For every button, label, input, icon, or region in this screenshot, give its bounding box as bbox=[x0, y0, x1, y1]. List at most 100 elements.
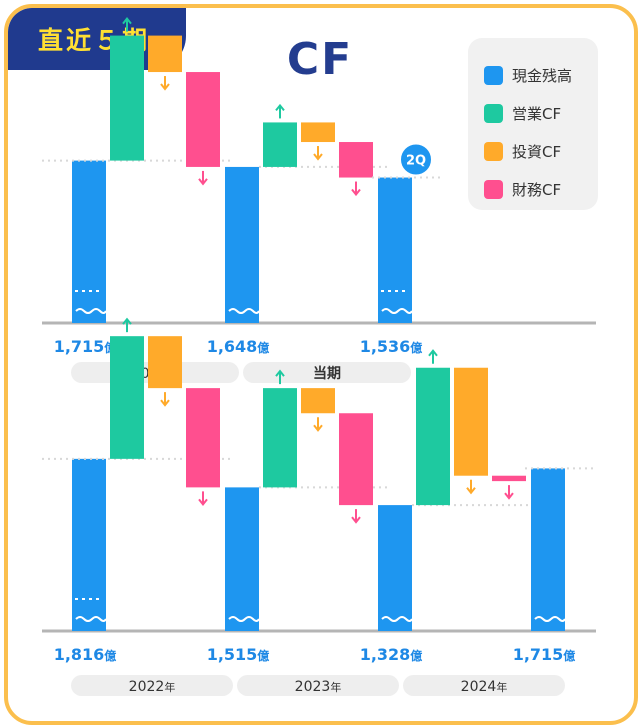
period-suffix: 年 bbox=[496, 680, 507, 694]
legend-swatch-financing bbox=[484, 179, 503, 199]
arrow-head bbox=[504, 492, 514, 500]
cash-balance-label-1-2: 1,328億 bbox=[360, 645, 423, 664]
wave-mark bbox=[381, 308, 413, 314]
period-suffix: 年 bbox=[164, 680, 175, 694]
value-number: 1,536 bbox=[360, 337, 411, 356]
pill-bg bbox=[237, 675, 399, 696]
arrow-head bbox=[351, 516, 361, 524]
legend: 現金残高 営業CF 投資CF 財務CF bbox=[468, 38, 598, 210]
operating-cf-bar-1-1 bbox=[263, 388, 297, 488]
financing-cf-bar-0-1 bbox=[339, 142, 373, 178]
financing-cf-bar-1-2 bbox=[492, 475, 526, 482]
period-2q-badge: 2Q bbox=[399, 142, 433, 177]
operating-arrow bbox=[275, 103, 285, 119]
period-year: 2023 bbox=[295, 679, 331, 695]
value-unit: 億 bbox=[410, 648, 422, 663]
operating-cf-bar-0-1 bbox=[263, 122, 297, 167]
period-label: 2024年 bbox=[461, 679, 508, 695]
legend-label-financing: 財務CF bbox=[512, 180, 562, 199]
cash-bar-rect bbox=[225, 487, 259, 631]
operating-arrow bbox=[428, 349, 438, 364]
financing-arrow bbox=[198, 491, 208, 506]
value-number: 1,328 bbox=[360, 645, 411, 664]
arrow-head bbox=[160, 399, 170, 407]
wave-mark bbox=[534, 616, 566, 622]
value-number: 1,816 bbox=[54, 645, 105, 664]
investing-cf-bar-0-0 bbox=[148, 35, 182, 73]
legend-label-operating: 営業CF bbox=[512, 104, 562, 123]
period-year: 当期 bbox=[313, 365, 341, 382]
investing-arrow bbox=[160, 76, 170, 91]
legend-swatch-cash bbox=[484, 65, 503, 85]
financing-arrow bbox=[351, 509, 361, 524]
arrow-head bbox=[466, 487, 476, 495]
period-pill-1-2: 2024年 bbox=[403, 675, 565, 696]
legend-swatch-operating bbox=[484, 103, 503, 123]
financing-arrow bbox=[504, 485, 514, 500]
investing-arrow bbox=[160, 392, 170, 407]
investing-arrow bbox=[313, 417, 323, 432]
investing-cf-bar-1-2 bbox=[454, 367, 488, 476]
legend-item-financing: 財務CF bbox=[484, 170, 598, 208]
cash-bar-rect bbox=[378, 177, 412, 323]
chart-title: CF bbox=[286, 34, 354, 85]
legend-item-cash: 現金残高 bbox=[484, 56, 598, 94]
arrow-head bbox=[198, 498, 208, 506]
arrow-head bbox=[160, 83, 170, 91]
arrow-head bbox=[122, 16, 132, 25]
cash-balance-bar-0-1 bbox=[225, 166, 260, 323]
value-unit: 億 bbox=[257, 340, 269, 355]
badge-circle bbox=[399, 142, 433, 177]
arrow-head bbox=[198, 178, 208, 186]
financing-cf-bar-1-1 bbox=[339, 413, 373, 506]
wave-mark bbox=[75, 616, 107, 622]
operating-cf-bar-0-0 bbox=[110, 35, 144, 161]
cash-balance-bar-1-1 bbox=[225, 487, 260, 631]
cash-balance-label-1-0: 1,816億 bbox=[54, 645, 117, 664]
financing-cf-bar-1-0 bbox=[186, 388, 220, 488]
wave-mark bbox=[228, 308, 260, 314]
wave-mark bbox=[381, 616, 413, 622]
legend-item-investing: 投資CF bbox=[484, 132, 598, 170]
cash-balance-bar-1-3 bbox=[531, 468, 566, 631]
cash-balance-bar-0-2 bbox=[378, 177, 413, 323]
legend-label-cash: 現金残高 bbox=[512, 66, 573, 85]
legend-swatch-investing bbox=[484, 141, 503, 161]
wave-mark bbox=[228, 616, 260, 622]
cash-balance-label-1-1: 1,515億 bbox=[207, 645, 270, 664]
investing-cf-bar-0-1 bbox=[301, 122, 335, 143]
cash-bar-rect bbox=[531, 468, 565, 631]
legend-label-investing: 投資CF bbox=[512, 142, 562, 161]
value-number: 1,648 bbox=[207, 337, 258, 356]
period-year: 2024 bbox=[461, 679, 497, 695]
investing-arrow bbox=[466, 479, 476, 495]
pill-bg bbox=[243, 362, 411, 383]
arrow-head bbox=[122, 317, 132, 325]
cash-balance-bar-1-2 bbox=[378, 505, 413, 631]
investing-cf-bar-1-1 bbox=[301, 388, 335, 414]
cash-balance-bar-0-0 bbox=[72, 160, 107, 323]
pill-bg bbox=[71, 675, 233, 696]
period-label: 2022年 bbox=[129, 679, 176, 695]
financing-arrow bbox=[351, 181, 361, 197]
financing-arrow bbox=[198, 170, 208, 186]
badge-text: 2Q bbox=[406, 154, 426, 169]
arrow-head bbox=[351, 188, 361, 197]
value-unit: 億 bbox=[410, 340, 422, 355]
value-number: 1,515 bbox=[207, 645, 258, 664]
period-year: 2022 bbox=[129, 679, 165, 695]
wave-mark bbox=[75, 308, 107, 314]
cash-balance-label-0-2: 1,536億 bbox=[360, 337, 423, 356]
cash-bar-rect bbox=[225, 166, 259, 323]
cash-bar-rect bbox=[72, 160, 106, 323]
cash-bar-rect bbox=[378, 505, 412, 631]
value-unit: 億 bbox=[563, 648, 575, 663]
cash-balance-bar-1-0 bbox=[72, 458, 107, 631]
arrow-head bbox=[313, 424, 323, 432]
pill-bg bbox=[403, 675, 565, 696]
cash-balance-label-0-1: 1,648億 bbox=[207, 337, 270, 356]
investing-arrow bbox=[313, 146, 323, 161]
period-pill-1-0: 2022年 bbox=[71, 675, 233, 696]
value-unit: 億 bbox=[257, 648, 269, 663]
